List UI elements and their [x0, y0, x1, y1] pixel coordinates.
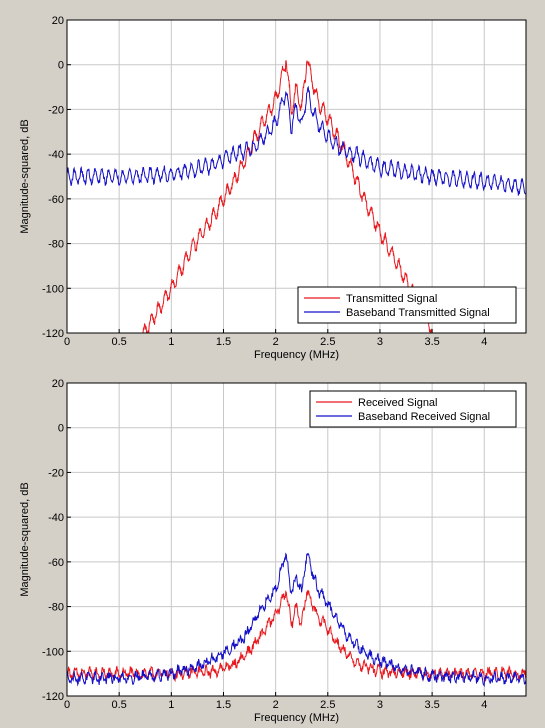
- y-tick-label: -120: [42, 691, 64, 703]
- plot-area: [67, 383, 526, 696]
- y-tick-label: -40: [48, 512, 64, 524]
- x-tick-label: 0.5: [112, 699, 127, 711]
- series-line-0: [67, 589, 526, 683]
- y-axis-label: Magnitude-squared, dB: [19, 482, 31, 596]
- x-tick-label: 3: [377, 336, 383, 348]
- y-tick-label: 0: [58, 423, 64, 435]
- x-tick-label: 0: [64, 699, 70, 711]
- y-tick-label: -40: [48, 149, 64, 161]
- y-tick-label: -20: [48, 104, 64, 116]
- x-tick-label: 1: [168, 699, 174, 711]
- y-tick-label: -60: [48, 194, 64, 206]
- plot-area: [67, 20, 526, 333]
- x-tick-label: 3.5: [424, 699, 439, 711]
- y-tick-label: -100: [42, 283, 64, 295]
- x-tick-label: 3: [377, 699, 383, 711]
- y-tick-label: 0: [58, 60, 64, 72]
- plot-border: [66, 382, 527, 697]
- x-tick-label: 0.5: [112, 336, 127, 348]
- bottom-spectrum-plot: 0 0.5 1 1.5 2 2.5 3 3.5 4 20 0 -20 -40 -60 -80 -100 -120…: [19, 378, 527, 724]
- x-tick-label: 4: [481, 336, 487, 348]
- x-tick-label: 2.5: [320, 699, 335, 711]
- legend-label-0: Received Signal: [358, 397, 438, 409]
- y-tick-label: -80: [48, 239, 64, 251]
- x-tick-label: 1: [168, 336, 174, 348]
- y-tick-label: -100: [42, 646, 64, 658]
- x-axis-label: Frequency (MHz): [254, 712, 339, 724]
- legend-box: [309, 390, 517, 428]
- y-tick-label: -20: [48, 467, 64, 479]
- x-tick-label: 2: [273, 336, 279, 348]
- y-tick-label: -80: [48, 602, 64, 614]
- series-line-0: [142, 60, 433, 333]
- y-axis-label: Magnitude-squared, dB: [19, 119, 31, 233]
- x-tick-label: 2: [273, 699, 279, 711]
- x-tick-label: 2.5: [320, 336, 335, 348]
- x-axis-label: Frequency (MHz): [254, 349, 339, 361]
- y-tick-label: 20: [52, 15, 64, 27]
- x-tick-label: 0: [64, 336, 70, 348]
- x-tick-label: 3.5: [424, 336, 439, 348]
- x-tick-label: 1.5: [216, 699, 231, 711]
- legend-label-1: Baseband Received Signal: [358, 411, 490, 423]
- y-tick-label: -120: [42, 328, 64, 340]
- x-tick-label: 1.5: [216, 336, 231, 348]
- legend-box: [297, 286, 517, 324]
- y-tick-label: -60: [48, 557, 64, 569]
- top-spectrum-plot: 0 0.5 1 1.5 2 2.5 3 3.5 4 20 0 -20 -40 -60 -80 -100 -120…: [19, 15, 527, 361]
- series-group: [67, 552, 526, 688]
- series-group: [67, 60, 526, 333]
- plot-border: [66, 19, 527, 334]
- series-line-1: [67, 85, 526, 196]
- legend-label-1: Baseband Transmitted Signal: [346, 307, 490, 319]
- x-tick-label: 4: [481, 699, 487, 711]
- series-line-1: [67, 552, 526, 688]
- legend-label-0: Transmitted Signal: [346, 293, 437, 305]
- y-tick-label: 20: [52, 378, 64, 390]
